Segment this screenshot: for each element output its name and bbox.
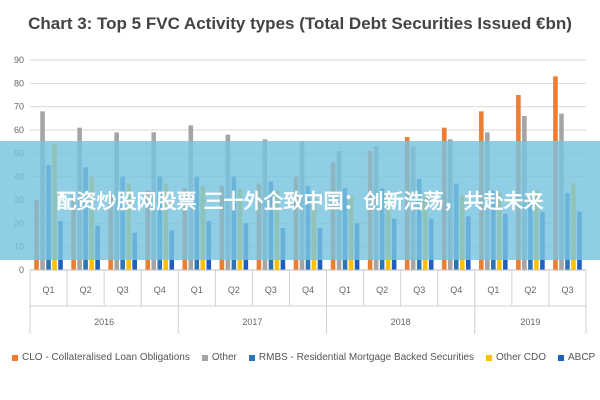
y-tick-label: 90 — [14, 55, 24, 65]
x-tick-label: Q2 — [376, 285, 388, 295]
y-tick-label: 0 — [19, 265, 24, 275]
x-tick-label: Q2 — [80, 285, 92, 295]
legend-item: RMBS - Residential Mortgage Backed Secur… — [248, 352, 474, 363]
legend-item: CLO - Collateralised Loan Obligations — [12, 352, 190, 363]
legend-label: ABCP — [568, 352, 596, 363]
legend-swatch — [248, 354, 255, 361]
legend-item: ABCP — [558, 352, 595, 363]
chart-title: Chart 3: Top 5 FVC Activity types (Total… — [28, 14, 572, 33]
year-label: 2016 — [94, 317, 114, 327]
x-tick-label: Q3 — [561, 285, 573, 295]
x-tick-label: Q4 — [450, 285, 462, 295]
x-tick-label: Q3 — [413, 285, 425, 295]
x-tick-label: Q2 — [228, 285, 240, 295]
x-tick-label: Q4 — [154, 285, 166, 295]
legend-item: Other CDO — [485, 352, 546, 363]
x-tick-label: Q1 — [43, 285, 55, 295]
x-tick-label: Q3 — [265, 285, 277, 295]
x-tick-label: Q1 — [487, 285, 499, 295]
legend-label: RMBS - Residential Mortgage Backed Secur… — [258, 352, 474, 363]
legend-label: Other — [211, 352, 237, 363]
y-tick-label: 80 — [14, 78, 24, 88]
year-label: 2018 — [391, 317, 411, 327]
x-tick-label: Q1 — [339, 285, 351, 295]
legend-label: CLO - Collateralised Loan Obligations — [22, 352, 190, 363]
legend-swatch — [12, 354, 18, 361]
y-tick-label: 70 — [14, 102, 24, 112]
legend-swatch — [485, 354, 492, 361]
legend-swatch — [558, 354, 564, 361]
banner-text: 配资炒股网股票 三十外企致中国：创新浩荡，共赴未来 — [56, 188, 544, 213]
x-tick-label: Q1 — [191, 285, 203, 295]
x-tick-label: Q3 — [117, 285, 129, 295]
x-tick-label: Q2 — [524, 285, 536, 295]
year-label: 2017 — [242, 317, 262, 327]
legend-item: Other — [201, 352, 237, 363]
x-tick-label: Q4 — [302, 285, 314, 295]
year-label: 2019 — [520, 317, 540, 327]
y-tick-label: 60 — [14, 125, 24, 135]
overlay-banner: 配资炒股网股票 三十外企致中国：创新浩荡，共赴未来 — [0, 141, 600, 260]
legend-label: Other CDO — [495, 352, 546, 363]
legend-swatch — [201, 354, 208, 361]
chart-legend: CLO - Collateralised Loan Obligations Oth… — [12, 352, 596, 363]
